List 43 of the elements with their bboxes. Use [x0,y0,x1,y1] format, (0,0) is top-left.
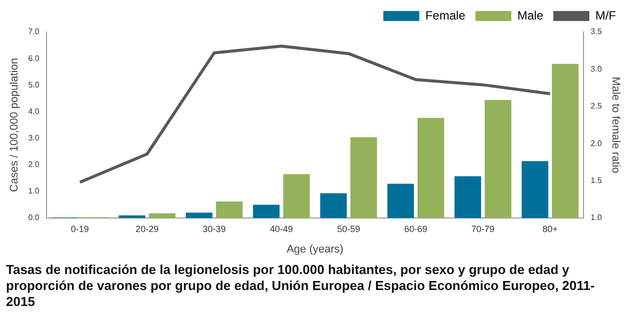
x-tick-label: 0-19 [70,224,89,234]
x-tick-label: 40-49 [270,224,293,234]
y-tick-label: 7.0 [28,27,40,36]
bar [148,213,176,218]
bar [283,174,310,218]
bar [387,184,414,218]
y-tick-label: 3.0 [28,133,40,142]
bar [186,212,212,218]
y-tick-label: 0.0 [28,213,40,222]
y-tick-label: 4.0 [28,106,40,116]
x-axis-title: Age (years) [286,243,344,256]
bar [118,215,146,218]
y2-tick-label: 2.5 [590,102,602,111]
bar [216,202,243,218]
x-tick-label: 80+ [542,224,558,234]
y2-tick-label: 2.0 [590,138,602,148]
x-tick-label: 50-59 [337,224,360,234]
y-tick-label: 1.0 [28,186,40,196]
y2-tick-label: 3.0 [590,64,602,74]
x-tick-label: 20-29 [136,224,159,234]
y-tick-label: 6.0 [28,54,40,63]
y-tick-label: 2.0 [28,160,40,170]
bar [253,204,280,218]
bar [552,64,579,218]
x-tick-label: 70-79 [471,224,494,234]
bar [418,118,444,218]
legend-label: Female [425,8,466,22]
bar [320,193,347,218]
x-tick-label: 60-69 [404,224,428,234]
y-tick-label: 5.0 [28,80,40,90]
bar [522,161,548,218]
bar [454,176,482,218]
y2-tick-label: 1.5 [590,176,602,186]
legend-label: Male [517,8,544,22]
y2-axis-title: Male to female ratio [609,76,622,174]
text: Tasas de notificación de la legionelosis por 100.000 habitantes, por sexo y grupo de edad y proporción de varones por grupo de edad, Unión Europea / Espacio Económico Europeo, 2011-2015 [6,262,596,310]
y-axis-title: Cases / 100,000 population [8,58,21,192]
y2-tick-label: 3.5 [590,27,602,36]
bar [350,137,377,218]
legend-label: M/F [595,8,616,22]
x-tick-label: 30-39 [202,224,226,234]
bar [484,100,512,218]
y2-tick-label: 1.0 [590,213,602,222]
